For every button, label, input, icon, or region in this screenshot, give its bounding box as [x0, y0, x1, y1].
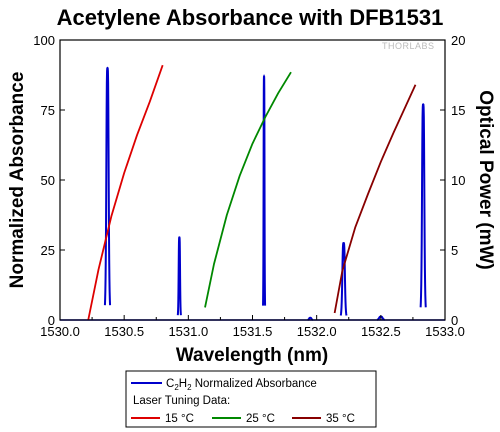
y-tick-label: 25 — [41, 243, 55, 258]
y-tick-label: 100 — [33, 33, 55, 48]
y-tick-label: 75 — [41, 103, 55, 118]
chart-title: Acetylene Absorbance with DFB1531 — [57, 5, 444, 30]
y2-tick-label: 0 — [451, 313, 458, 328]
optical-power-series — [87, 64, 417, 321]
x-axis: 1530.0 1530.5 1531.0 1531.5 1532.0 1532.5 1533… — [40, 315, 465, 339]
absorbance-peak — [176, 236, 182, 316]
power-line-35c — [333, 84, 417, 314]
absorbance-peak — [339, 241, 348, 316]
y-tick-label: 50 — [41, 173, 55, 188]
y2-tick-label: 10 — [451, 173, 465, 188]
absorbance-peak — [419, 103, 427, 308]
x-tick-label: 1532.0 — [297, 324, 337, 339]
legend-label-25c: 25 °C — [246, 413, 275, 425]
x-tick-label: 1532.5 — [361, 324, 401, 339]
x-tick-label: 1530.0 — [40, 324, 80, 339]
y-tick-label: 0 — [48, 313, 55, 328]
thorlabs-watermark: THORLABS — [382, 41, 435, 51]
power-line-25c — [204, 71, 292, 308]
y-axis-right: 0 5 10 15 20 — [440, 33, 465, 328]
x-tick-label: 1531.0 — [168, 324, 208, 339]
legend-label-35c: 35 °C — [326, 413, 355, 425]
legend-label-15c: 15 °C — [165, 413, 194, 425]
power-line-15c — [87, 64, 164, 321]
absorbance-peak — [103, 66, 112, 306]
y2-tick-label: 15 — [451, 103, 465, 118]
legend-label-absorbance: C2H2 Normalized Absorbance — [166, 378, 317, 392]
y-axis-left: 0 25 50 75 100 — [33, 33, 65, 328]
y2-axis-title: Optical Power (mW) — [475, 90, 496, 269]
y2-tick-label: 20 — [451, 33, 465, 48]
legend-box — [125, 370, 377, 428]
legend-group-title: Laser Tuning Data: — [133, 395, 230, 407]
y2-tick-label: 5 — [451, 243, 458, 258]
legend: C2H2 Normalized Absorbance Laser Tuning … — [125, 370, 377, 428]
x-tick-label: 1531.5 — [233, 324, 273, 339]
x-tick-label: 1530.5 — [104, 324, 144, 339]
absorbance-peak — [262, 74, 267, 306]
x-tick-label: 1533.0 — [425, 324, 465, 339]
y-axis-title: Normalized Absorbance — [7, 72, 28, 289]
x-axis-title: Wavelength (nm) — [176, 345, 328, 366]
